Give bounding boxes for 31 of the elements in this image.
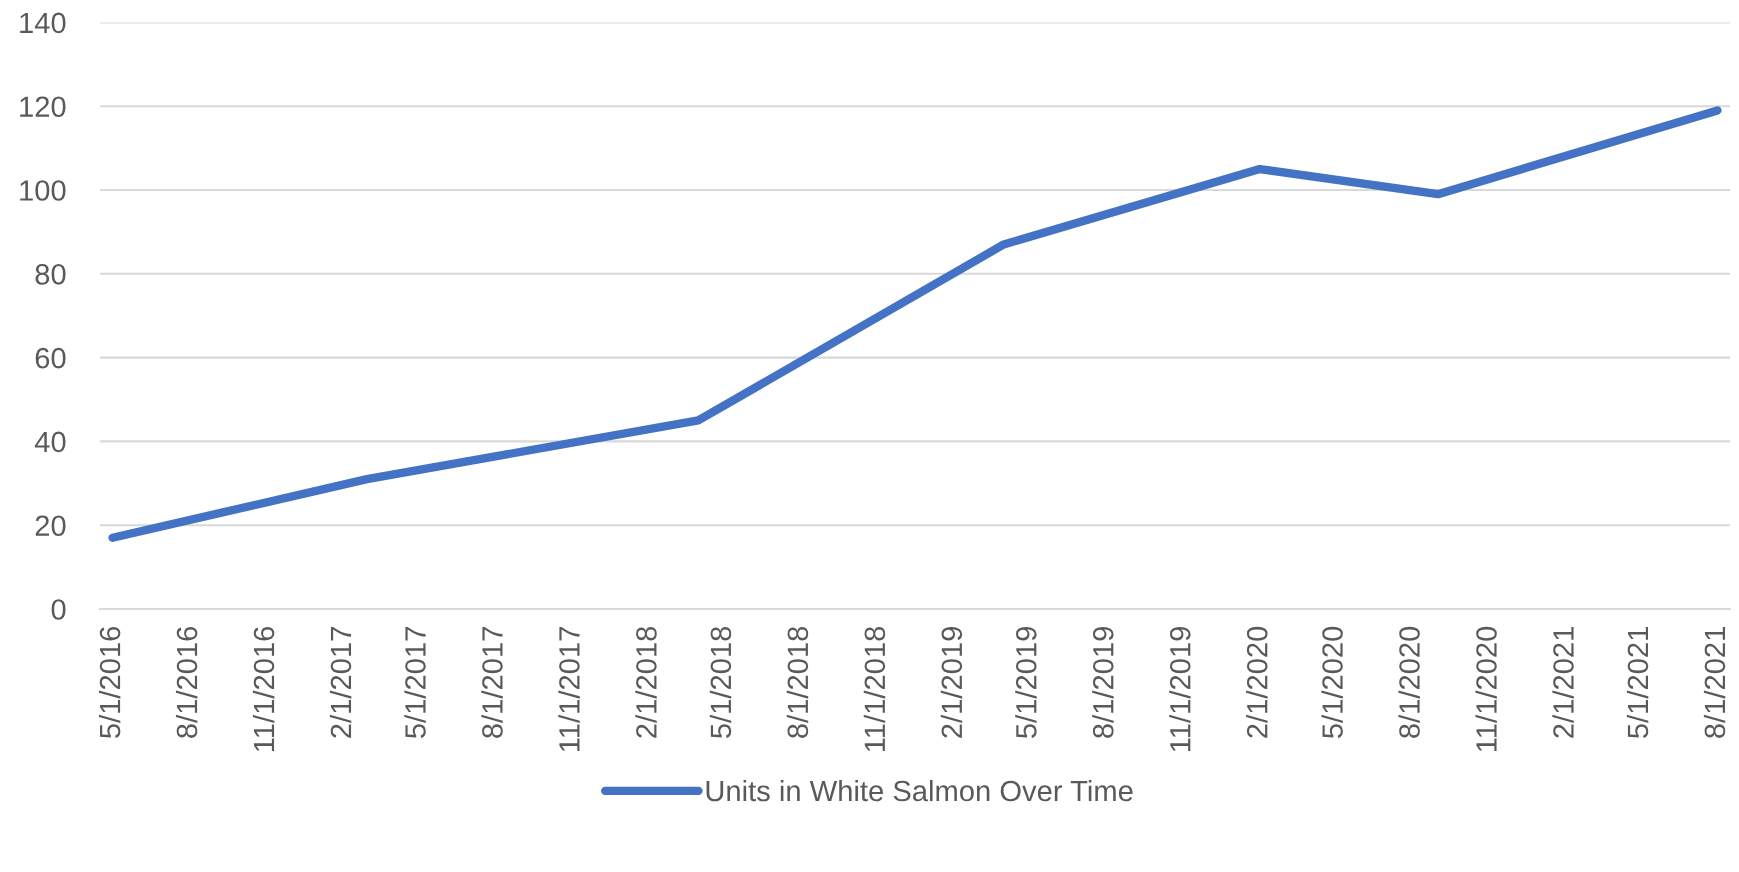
x-tick-label: 11/1/2020 (1475, 626, 1497, 752)
x-tick-label: 8/1/2020 (1398, 626, 1420, 738)
y-tick-label: 40 (34, 431, 66, 453)
legend-label: Units in White Salmon Over Time (706, 779, 1133, 802)
x-tick-label: 8/1/2018 (786, 626, 809, 738)
y-tick-label: 60 (35, 347, 66, 369)
x-tick-label: 5/1/2019 (1015, 627, 1037, 739)
y-tick-label: 0 (51, 599, 66, 620)
x-tick-label: 5/1/2018 (709, 626, 732, 739)
x-tick-label: 8/1/2021 (1703, 627, 1726, 738)
x-tick-label: 5/1/2017 (404, 627, 426, 739)
x-tick-label: 8/1/2016 (175, 626, 198, 738)
y-tick-label: 140 (20, 12, 66, 34)
x-tick-label: 11/1/2017 (558, 627, 580, 752)
x-tick-label: 5/1/2016 (98, 626, 121, 739)
x-tick-label: 8/1/2019 (1092, 627, 1114, 738)
y-tick-label: 80 (35, 264, 66, 285)
x-tick-label: 2/1/2018 (635, 626, 657, 738)
y-tick-label: 20 (35, 515, 66, 537)
x-tick-label: 8/1/2017 (481, 627, 503, 738)
y-tick-label: 100 (20, 180, 66, 201)
x-tick-label: 2/1/2020 (1246, 626, 1268, 738)
x-tick-label: 2/1/2021 (1552, 627, 1574, 738)
x-tick-label: 2/1/2019 (940, 627, 963, 738)
y-tick-label: 120 (20, 96, 66, 118)
x-tick-label: 5/1/2020 (1321, 626, 1343, 739)
x-tick-label: 11/1/2019 (1169, 627, 1191, 752)
x-tick-label: 2/1/2017 (329, 627, 352, 738)
x-tick-label: 11/1/2016 (252, 626, 275, 752)
x-tick-label: 11/1/2018 (863, 626, 886, 752)
x-tick-label: 5/1/2021 (1626, 627, 1649, 739)
